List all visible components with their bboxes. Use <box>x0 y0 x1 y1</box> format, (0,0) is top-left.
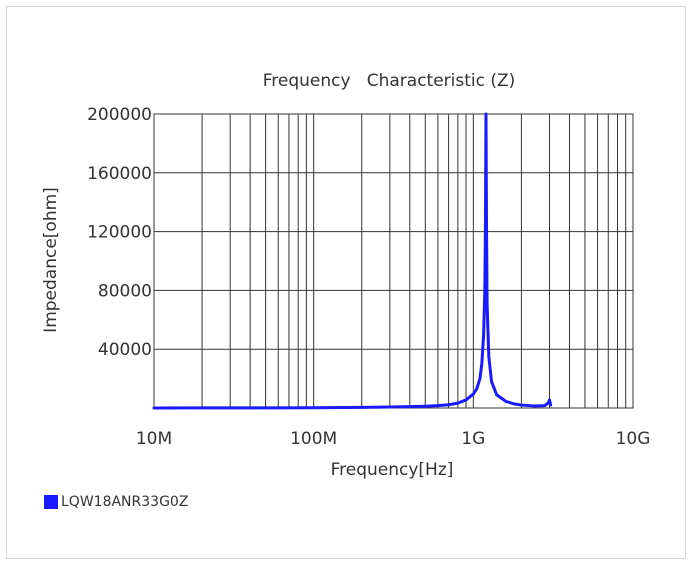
chart-frame <box>6 6 686 559</box>
plot-area-border <box>153 113 634 409</box>
chart-title: Frequency Characteristic (Z) <box>263 71 516 91</box>
y-tick-label: 80000 <box>98 281 152 301</box>
y-axis-label: Impedance[ohm] <box>41 187 61 333</box>
legend-swatch <box>44 495 58 509</box>
x-axis-label: Frequency[Hz] <box>331 460 454 480</box>
series-line <box>152 112 553 410</box>
x-tick-label: 10M <box>136 429 172 449</box>
grid-horizontal-lines <box>154 172 633 350</box>
x-tick-label: 100M <box>290 429 337 449</box>
series-layer <box>152 112 553 410</box>
legend-label: LQW18ANR33G0Z <box>61 494 189 510</box>
x-tick-label: 10G <box>616 429 651 449</box>
x-axis-ticks: 10M 100M 1G 10G <box>136 429 651 449</box>
y-tick-label: 120000 <box>87 223 152 243</box>
y-tick-label: 160000 <box>87 164 152 184</box>
y-axis-ticks: 40000 80000 120000 160000 200000 <box>87 105 152 360</box>
legend: LQW18ANR33G0Z <box>44 494 188 510</box>
grid-vertical-lines <box>201 114 627 408</box>
y-tick-label: 200000 <box>87 105 152 125</box>
x-tick-label: 1G <box>461 429 485 449</box>
y-tick-label: 40000 <box>98 340 152 360</box>
